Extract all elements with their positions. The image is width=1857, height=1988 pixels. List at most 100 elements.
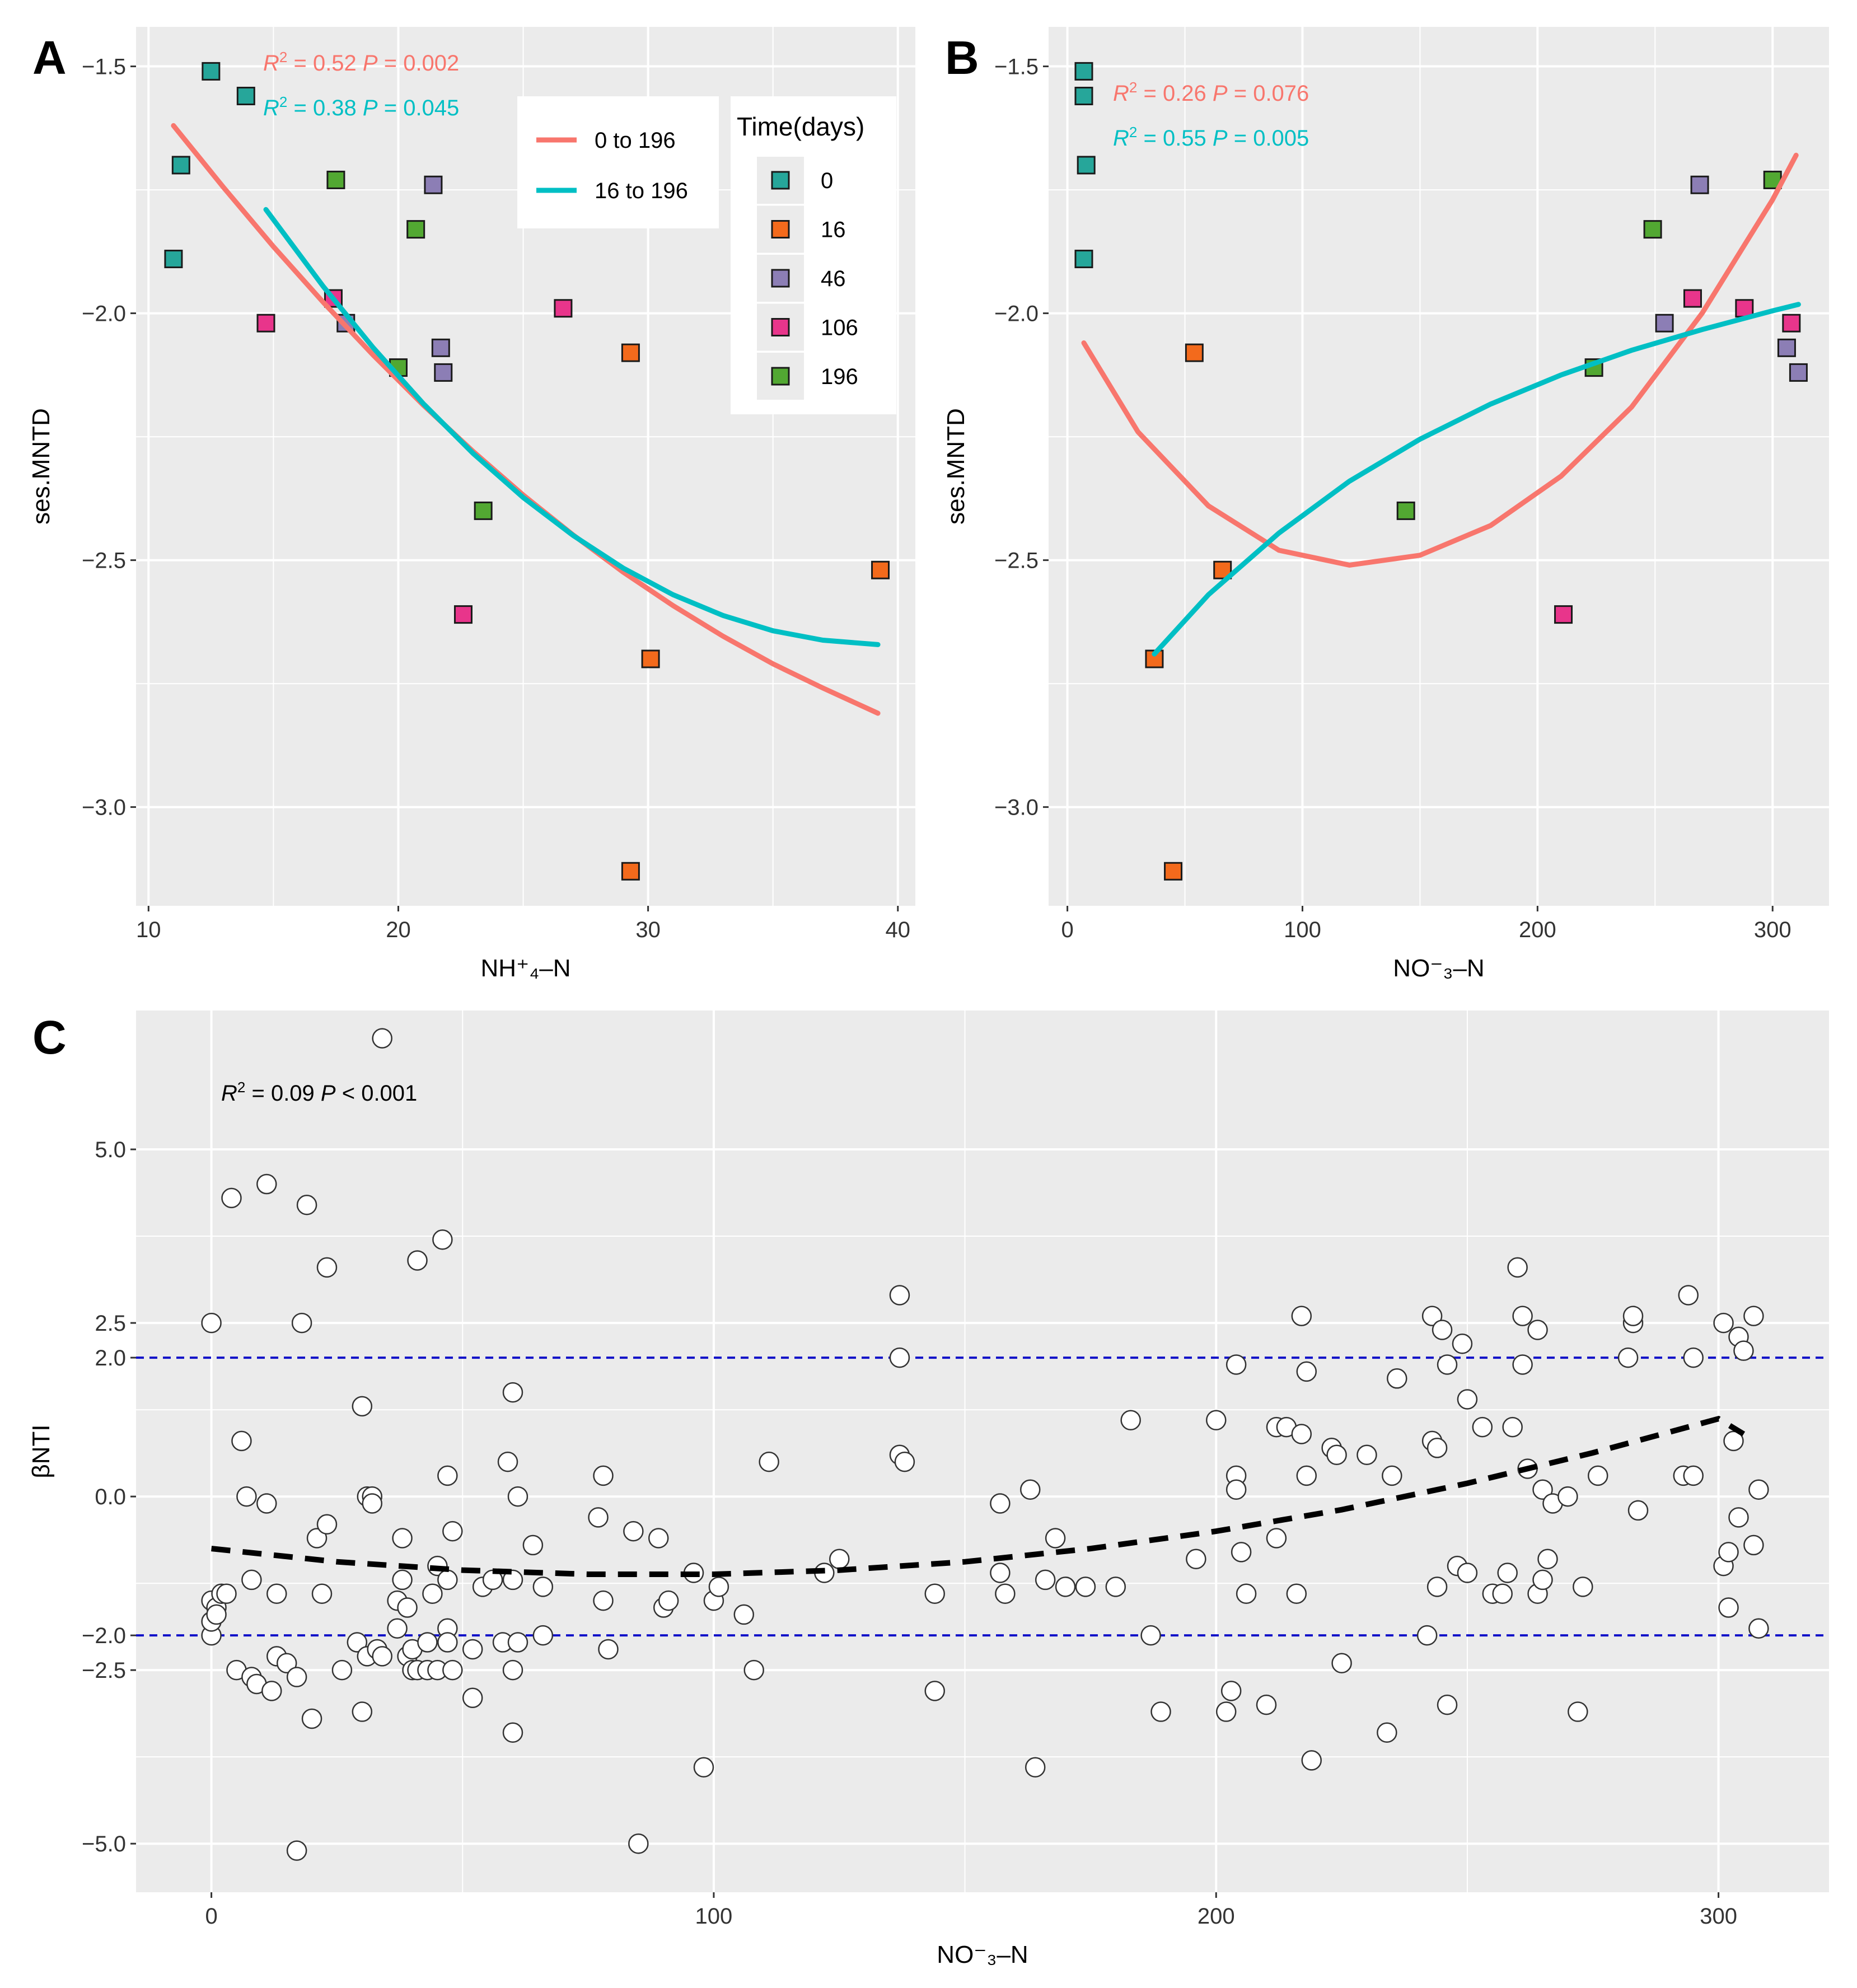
data-point (1497, 1563, 1518, 1583)
data-point (1074, 86, 1093, 105)
y-tick-label: −2.0 (82, 302, 126, 326)
data-point (424, 175, 443, 194)
data-point (1472, 1416, 1493, 1438)
data-point (1396, 501, 1415, 520)
y-tick-label: −3.0 (994, 796, 1039, 820)
data-point (621, 862, 640, 881)
data-point (1733, 1340, 1754, 1361)
data-point (1777, 338, 1796, 357)
legend-time-swatch (771, 367, 790, 386)
data-point (206, 1604, 227, 1625)
data-point (1617, 1347, 1639, 1368)
data-point (924, 1583, 946, 1604)
data-point (1025, 1757, 1046, 1778)
data-point (261, 1681, 282, 1701)
data-point (1301, 1750, 1322, 1771)
data-point (1437, 1354, 1458, 1375)
data-point (522, 1535, 544, 1556)
legend-time-label: 106 (821, 316, 858, 340)
data-point (1527, 1320, 1548, 1340)
data-point (990, 1493, 1011, 1514)
data-point (392, 1569, 413, 1591)
data-point (1512, 1306, 1533, 1326)
data-point (1683, 1465, 1704, 1486)
data-point (256, 1493, 277, 1514)
data-point (1286, 1583, 1307, 1604)
data-point (1382, 1465, 1402, 1486)
legend-time-box (731, 96, 896, 414)
data-point (995, 1583, 1016, 1604)
data-point (301, 1708, 322, 1729)
data-point (1074, 250, 1093, 269)
data-point (276, 1653, 297, 1673)
fit-line (211, 1415, 1746, 1577)
stat-annotation: R2 = 0.55 P = 0.005 (1113, 124, 1309, 151)
data-point (266, 1583, 287, 1604)
data-point (431, 338, 450, 357)
data-point (1426, 1438, 1448, 1458)
data-point (871, 560, 890, 579)
data-point (1296, 1465, 1317, 1486)
data-point (1266, 1528, 1287, 1549)
data-point (1437, 1694, 1458, 1715)
x-tick-label: 20 (386, 918, 411, 942)
data-point (1713, 1312, 1734, 1334)
data-point (1568, 1701, 1588, 1722)
data-point (588, 1507, 609, 1528)
legend-time-title: Time(days) (737, 112, 864, 141)
data-point (286, 1667, 307, 1687)
data-point (1587, 1465, 1608, 1486)
y-axis-title: ses.MNTD (27, 408, 55, 525)
data-point (1236, 1583, 1257, 1604)
panel-label-b: B (945, 31, 979, 84)
y-tick-label: −2.5 (82, 1658, 126, 1683)
y-tick-label: −1.5 (82, 55, 126, 79)
data-point (1643, 220, 1662, 239)
data-point (256, 314, 275, 333)
data-point (326, 170, 345, 189)
legend-time-label: 0 (821, 169, 833, 193)
data-point (648, 1528, 669, 1549)
y-tick-label: −5.0 (82, 1832, 126, 1856)
data-point (1723, 1430, 1744, 1452)
data-point (641, 649, 660, 668)
data-point (1019, 1479, 1041, 1500)
data-point (231, 1430, 252, 1452)
data-point (347, 1632, 368, 1653)
data-point (1150, 1701, 1171, 1722)
data-point (372, 1646, 392, 1667)
data-point (437, 1465, 458, 1486)
data-point (437, 1632, 458, 1653)
x-tick-label: 100 (695, 1904, 733, 1929)
legend-line-label: 16 to 196 (595, 179, 688, 203)
y-tick-label: −2.5 (82, 549, 126, 573)
data-point (1728, 1507, 1749, 1528)
data-point (462, 1639, 483, 1660)
data-point (1164, 862, 1183, 881)
data-point (889, 1347, 910, 1368)
panel-background (136, 1011, 1829, 1892)
data-point (171, 156, 190, 175)
data-point (1055, 1577, 1076, 1597)
panel-background (1049, 27, 1829, 906)
data-point (502, 1569, 523, 1591)
data-point (598, 1639, 619, 1660)
data-point (1532, 1479, 1553, 1500)
data-point (733, 1604, 755, 1625)
data-point (1225, 1354, 1247, 1375)
data-point (241, 1569, 262, 1591)
data-point (1220, 1681, 1242, 1701)
data-point (422, 1583, 443, 1604)
data-point (306, 1528, 328, 1549)
data-point (1627, 1500, 1649, 1521)
fit-line (263, 207, 881, 647)
data-point (1743, 1535, 1764, 1556)
legend-time-label: 46 (821, 266, 846, 291)
data-point (1421, 1306, 1443, 1326)
x-axis-title: NH⁺₄–N (481, 955, 571, 982)
y-tick-label: 0.0 (95, 1485, 126, 1509)
data-point (759, 1451, 779, 1472)
data-point (507, 1632, 528, 1653)
panel-label-a: A (32, 31, 67, 84)
data-point (1186, 1549, 1206, 1569)
